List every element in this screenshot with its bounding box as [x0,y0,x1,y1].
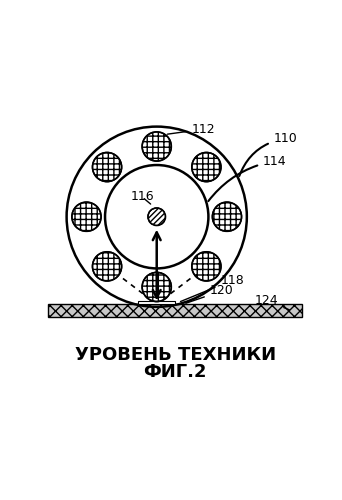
Bar [138,301,175,304]
Text: 116: 116 [130,190,154,204]
Text: 110: 110 [239,132,297,176]
Circle shape [92,152,122,182]
Text: УРОВЕНЬ ТЕХНИКИ: УРОВЕНЬ ТЕХНИКИ [75,346,276,364]
Circle shape [192,252,221,281]
Circle shape [67,126,247,307]
Text: 112: 112 [168,123,215,136]
Circle shape [72,202,101,232]
Bar [48,304,303,318]
Circle shape [148,208,166,226]
Circle shape [192,152,221,182]
Circle shape [92,252,122,281]
Text: 124: 124 [255,294,289,310]
Circle shape [142,132,171,161]
Text: 114: 114 [208,154,286,201]
Text: 118: 118 [181,274,244,301]
Circle shape [212,202,241,232]
Text: ФИГ.2: ФИГ.2 [144,364,207,382]
Circle shape [142,272,171,302]
Text: 120: 120 [186,284,234,304]
